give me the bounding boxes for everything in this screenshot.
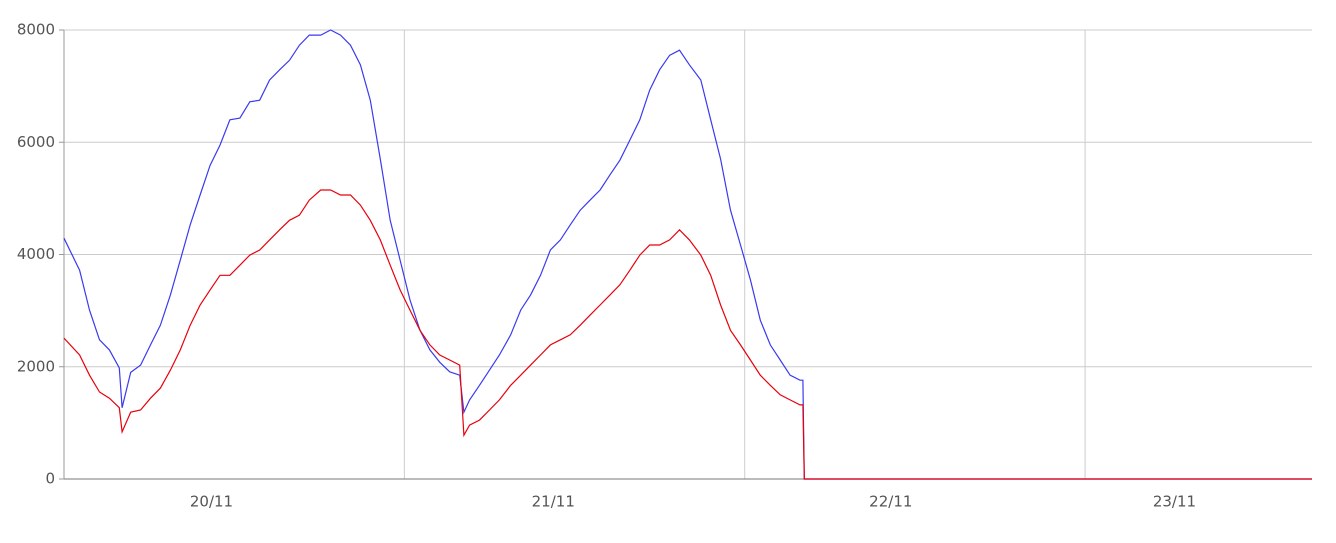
x-tick-label: 20/11 xyxy=(190,493,233,511)
series-line xyxy=(63,189,1312,480)
x-tick-label: 22/11 xyxy=(869,493,912,511)
y-tick-label: 4000 xyxy=(17,245,55,263)
x-tick-label: 21/11 xyxy=(532,493,575,511)
y-tick-label: 6000 xyxy=(17,133,55,151)
x-tick-label: 23/11 xyxy=(1153,493,1196,511)
y-tick-label: 0 xyxy=(45,470,55,488)
y-tick-label: 2000 xyxy=(17,357,55,375)
y-tick-label: 8000 xyxy=(17,21,55,39)
series-line xyxy=(63,29,1312,480)
